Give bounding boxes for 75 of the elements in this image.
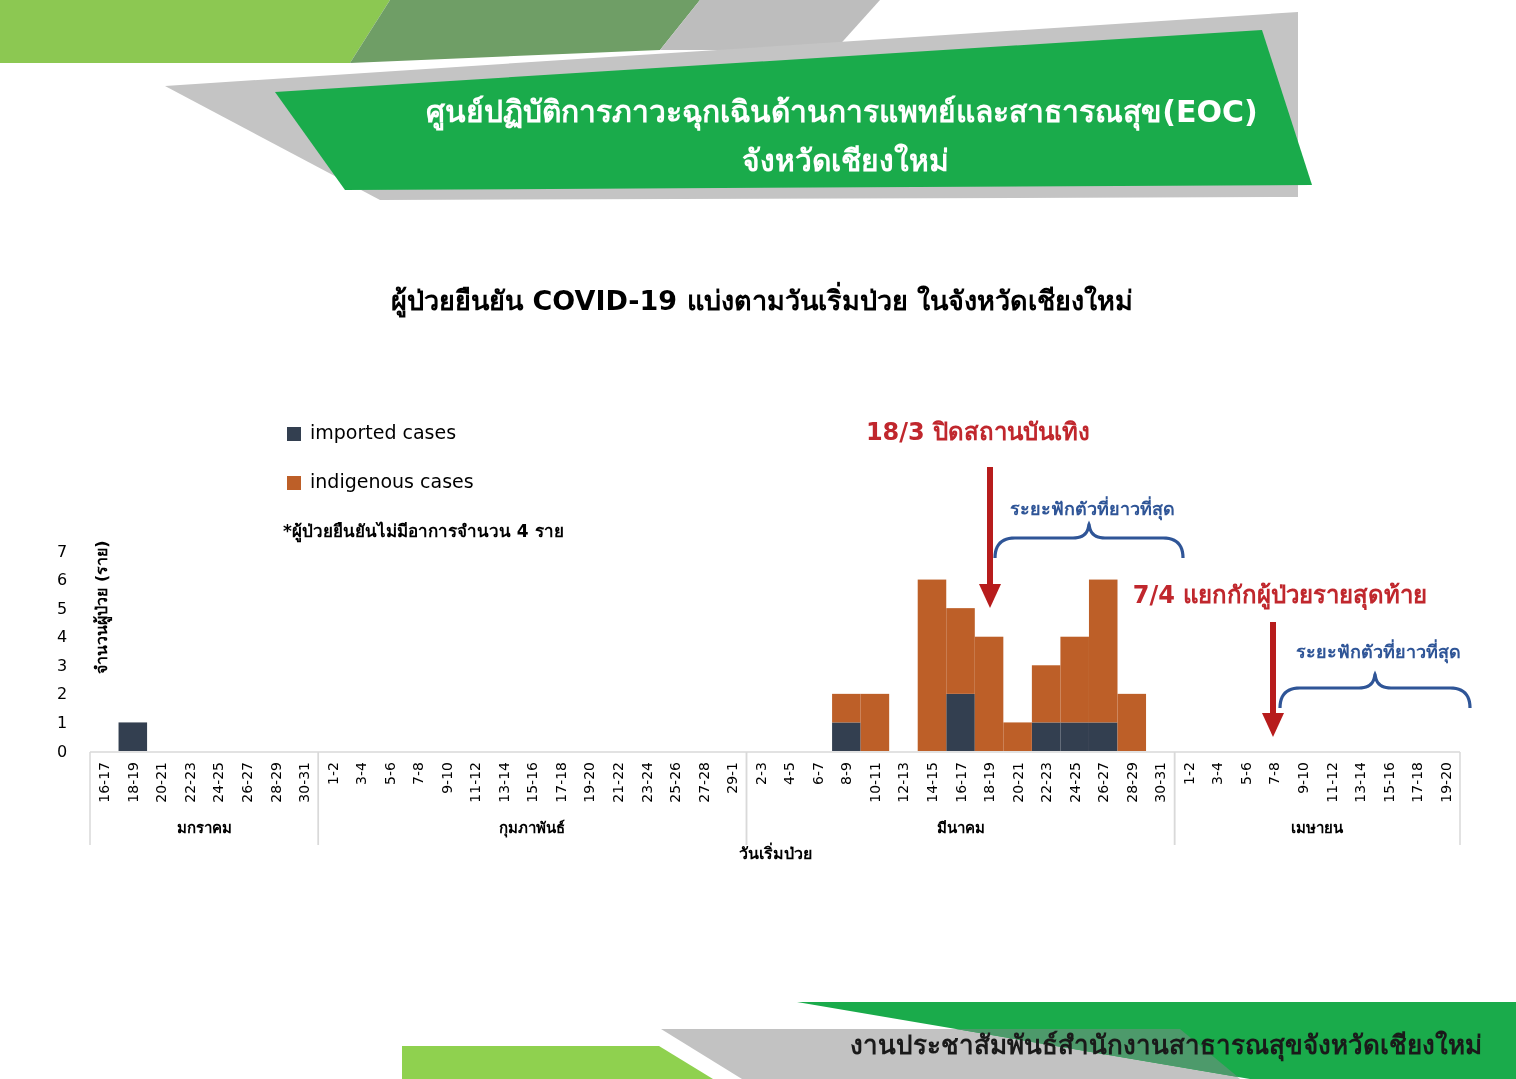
x-tick-label: 24-25 [1066,762,1083,803]
annotation: ระยะฟักตัวที่ยาวที่สุด [1295,638,1461,664]
annotation: 7/4 แยกกักผู้ป่วยรายสุดท้าย [1132,581,1428,611]
x-tick-label: 17-18 [552,762,569,803]
text: ศูนย์ปฏิบัติการภาวะฉุกเฉินด้านการแพทย์และสาธารณสุข(EOC) [426,93,1258,131]
x-tick-label: 13-14 [495,761,512,803]
y-tick-label: 7 [56,541,68,561]
bar [946,693,975,751]
text: มีนาคม [936,819,985,837]
x-tick-label: 3-4 [353,761,370,785]
x-tick-label: 29-1 [724,762,741,794]
x-tick-label: 30-31 [296,762,313,803]
x-tick-label: 18-19 [981,762,998,803]
y-tick-label: 2 [56,684,68,704]
x-axis-title: วันเริ่มป่วย [738,841,812,863]
x-tick-label: 20-21 [1009,762,1026,803]
x-tick-label: 6-7 [809,762,826,785]
y-tick-label: 5 [56,598,68,618]
text: *ผู้ป่วยยืนยันไม่มีอาการจำนวน 4 ราย [283,521,564,543]
x-tick-label: 15-16 [524,761,541,803]
bar [832,722,861,751]
x-tick-label: 28-29 [1123,762,1140,803]
x-tick-label: 22-23 [1038,762,1055,803]
x-tick-label: 11-12 [1323,762,1340,803]
x-tick-label: 13-14 [1352,761,1369,803]
text: เมษายน [1291,819,1345,837]
x-tick-label: 19-20 [581,762,598,803]
x-tick-label: 25-26 [667,761,684,803]
text: จังหวัดเชียงใหม่ [741,142,949,178]
x-tick-label: 28-29 [267,762,284,803]
x-tick-label: 24-25 [210,762,227,803]
text: กุมภาพันธ์ [499,819,566,838]
x-tick-label: 16-17 [952,762,969,803]
x-tick-label: 11-12 [467,762,484,803]
x-tick-label: 16-17 [96,762,113,803]
text: ระยะฟักตัวที่ยาวที่สุด [1009,495,1175,521]
x-tick-label: 17-18 [1409,762,1426,803]
x-tick-label: 12-13 [895,762,912,803]
x-tick-label: 2-3 [752,762,769,785]
x-tick-label: 27-28 [695,762,712,803]
y-tick-label: 6 [56,570,68,590]
x-tick-label: 8-9 [838,762,855,785]
x-tick-label: 7-8 [1266,762,1283,785]
y-tick-label: 3 [56,655,68,675]
x-tick-label: 5-6 [1237,761,1254,785]
x-tick-label: 21-22 [610,762,627,803]
x-tick-label: 26-27 [1095,762,1112,803]
x-tick-label: 7-8 [410,762,427,785]
x-tick-label: 3-4 [1209,761,1226,785]
x-tick-label: 22-23 [181,762,198,803]
x-tick-label: 9-10 [1295,762,1312,794]
y-axis-title: จำนวนผู้ป่วย (ราย) [91,540,113,674]
x-tick-label: 26-27 [238,762,255,803]
x-tick-label: 30-31 [1152,762,1169,803]
x-tick-label: 19-20 [1437,762,1454,803]
legend-label: indigenous cases [310,470,474,492]
bar [118,722,148,751]
x-tick-label: 1-2 [1180,762,1197,785]
x-tick-label: 23-24 [638,761,655,803]
x-tick-label: 5-6 [381,761,398,785]
text: 18/3 ปิดสถานบันเทิง [865,418,1091,446]
x-tick-label: 18-19 [124,762,141,803]
x-tick-label: 9-10 [438,762,455,794]
text: มกราคม [176,819,232,837]
legend-label: imported cases [310,421,457,443]
x-tick-label: 1-2 [324,762,341,785]
x-tick-label: 4-5 [781,762,798,785]
x-tick-label: 10-11 [866,762,883,803]
x-tick-label: 14-15 [923,762,940,803]
chart-title: ผู้ป่วยยืนยัน COVID-19 แบ่งตามวันเริ่มป่วย ในจังหวัดเชียงใหม่ [391,280,1133,318]
x-tick-label: 20-21 [153,762,170,803]
y-tick-label: 4 [56,627,68,647]
y-tick-label: 1 [56,712,68,732]
x-tick-label: 15-16 [1380,761,1397,803]
y-tick-label: 0 [56,741,68,761]
